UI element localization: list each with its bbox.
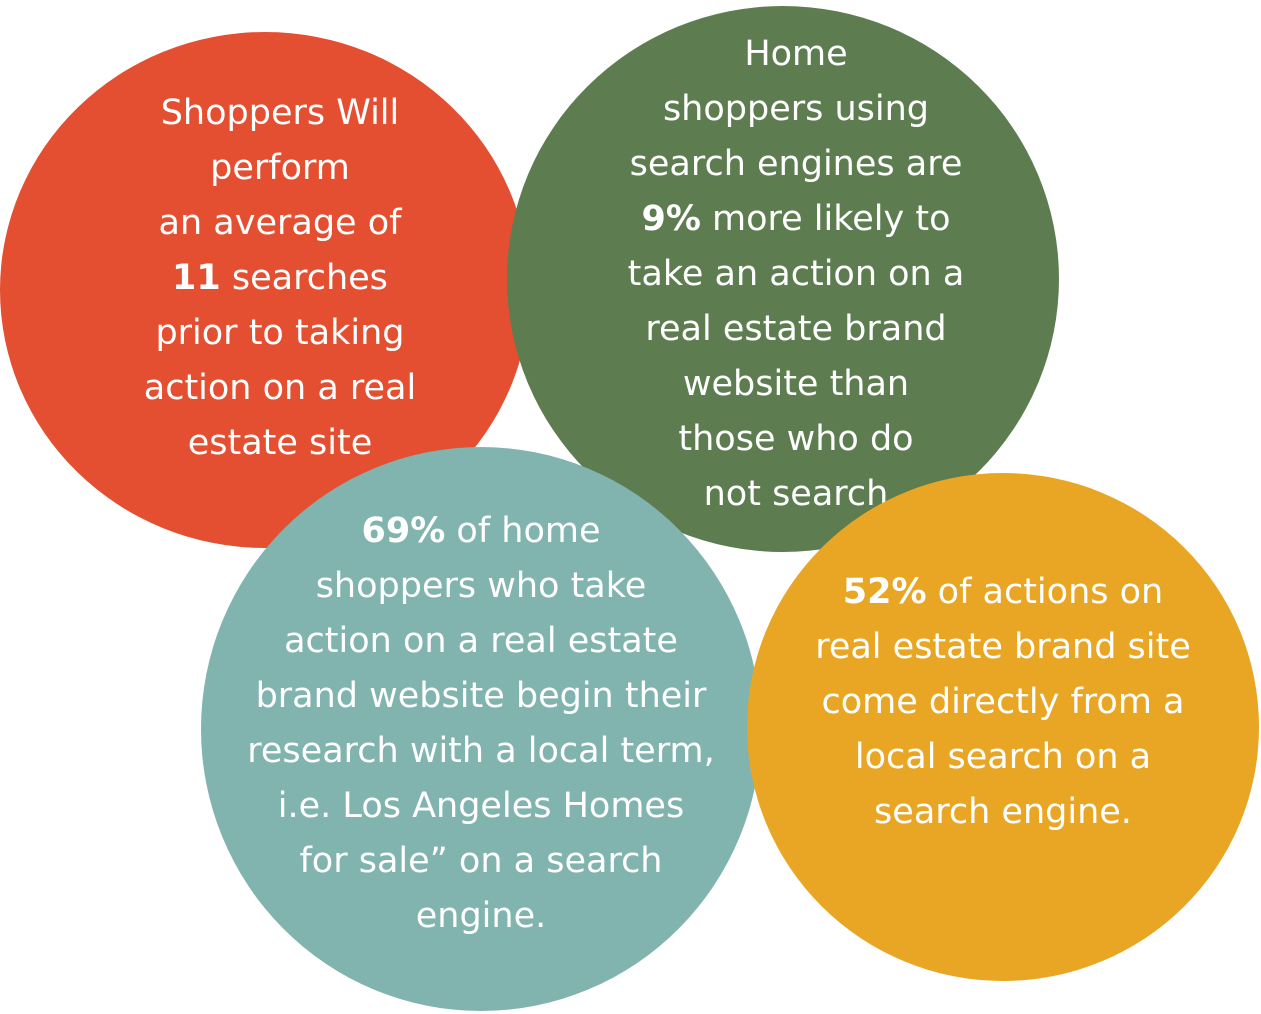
- bubble-shoppers-searches: Shoppers Will perform an average of 11 s…: [0, 32, 530, 548]
- text-line: perform: [210, 147, 350, 188]
- stat-highlight: 11: [172, 257, 221, 298]
- text-line: engine.: [415, 895, 547, 936]
- text-fragment: searches: [220, 257, 388, 298]
- text-line: brand website begin their: [255, 675, 707, 716]
- text-line: real estate brand: [645, 308, 947, 349]
- bubble-local-search-actions: 52% of actions on real estate brand site…: [747, 473, 1259, 981]
- bubble-text: 69% of home shoppers who take action on …: [247, 504, 714, 944]
- text-line: prior to taking: [155, 312, 405, 353]
- stat-highlight: 9%: [641, 198, 701, 239]
- bubble-search-engine-users: Home shoppers using search engines are 9…: [507, 6, 1059, 552]
- text-line: those who do: [678, 418, 914, 459]
- text-line: real estate brand site: [815, 626, 1191, 667]
- text-line: estate site: [187, 422, 373, 463]
- text-line: shoppers using: [662, 88, 930, 129]
- text-fragment: more likely to: [700, 198, 951, 239]
- text-line: for sale” on a search: [299, 840, 663, 881]
- text-line: come directly from a: [821, 681, 1185, 722]
- text-line: take an action on a: [627, 253, 965, 294]
- text-line: Home: [744, 33, 848, 74]
- text-line: an average of: [158, 202, 402, 243]
- text-line: not search: [703, 473, 889, 514]
- text-line: local search on a: [854, 736, 1152, 777]
- text-line: action on a real: [143, 367, 417, 408]
- text-fragment: of home: [445, 510, 601, 551]
- text-line: 69% of home: [247, 504, 714, 559]
- text-line: action on a real estate: [284, 620, 678, 661]
- text-line: search engine.: [874, 791, 1132, 832]
- text-line: 11 searches: [144, 251, 416, 306]
- stat-highlight: 52%: [842, 571, 927, 612]
- text-line: 9% more likely to: [628, 192, 965, 247]
- text-line: 52% of actions on: [815, 565, 1191, 620]
- text-fragment: of actions on: [926, 571, 1164, 612]
- bubble-text: Shoppers Will perform an average of 11 s…: [144, 86, 416, 471]
- text-line: i.e. Los Angeles Homes: [277, 785, 685, 826]
- text-line: search engines are: [629, 143, 963, 184]
- bubble-text: 52% of actions on real estate brand site…: [815, 565, 1191, 840]
- text-line: website than: [682, 363, 910, 404]
- stat-highlight: 69%: [361, 510, 446, 551]
- bubble-local-term-research: 69% of home shoppers who take action on …: [201, 447, 761, 1011]
- text-line: Shoppers Will: [160, 92, 400, 133]
- text-line: shoppers who take: [315, 565, 647, 606]
- bubble-text: Home shoppers using search engines are 9…: [628, 27, 965, 522]
- text-line: research with a local term,: [247, 730, 715, 771]
